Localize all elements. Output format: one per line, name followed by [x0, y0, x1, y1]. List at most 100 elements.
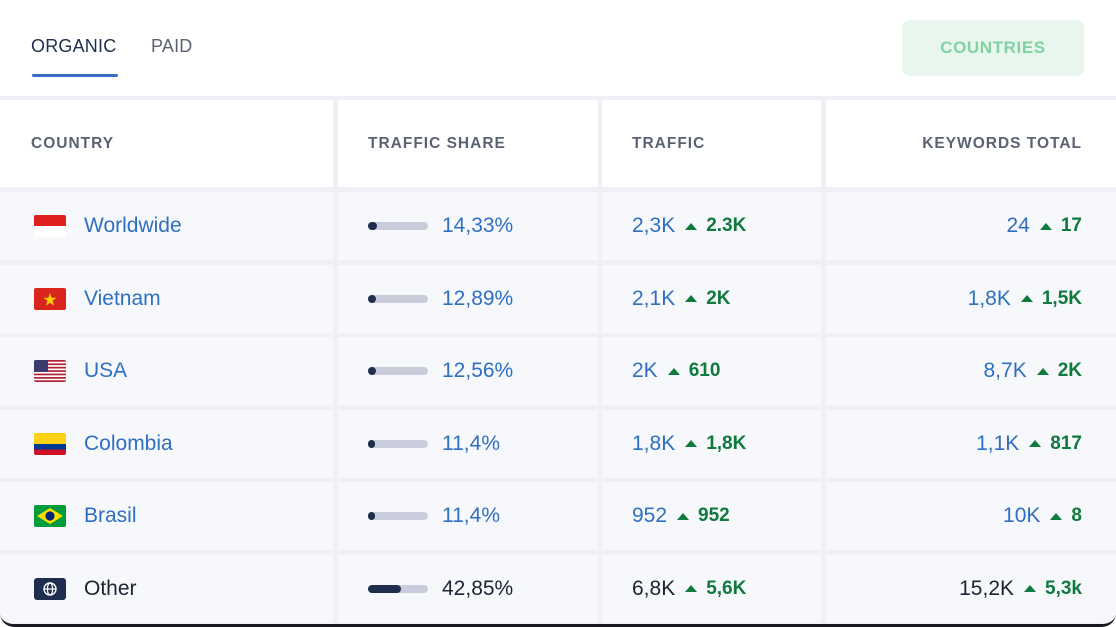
traffic-share-cell: 42,85%	[338, 554, 598, 623]
keywords-delta-value: 8	[1071, 505, 1082, 526]
traffic-delta: 5,6K	[685, 578, 746, 600]
traffic-share-cell: 14,33%	[338, 192, 598, 260]
traffic-share-bar-fill	[368, 512, 375, 520]
keywords-delta: 2K	[1036, 360, 1082, 382]
traffic-cell: 2K 610	[602, 337, 821, 405]
tab-organic[interactable]: ORGANIC	[31, 36, 117, 56]
column-header-country[interactable]: COUNTRY	[0, 100, 333, 187]
colombia-flag	[34, 432, 66, 455]
worldwide-flag	[34, 215, 66, 237]
traffic-share-bar	[368, 584, 428, 593]
keywords-delta-value: 2K	[1057, 360, 1082, 381]
column-header-traffic[interactable]: TRAFFIC	[602, 100, 821, 187]
country-name[interactable]: USA	[84, 359, 128, 382]
traffic-share-value: 12,89%	[442, 286, 514, 310]
globe-icon	[34, 577, 66, 600]
traffic-share-bar-fill	[368, 294, 376, 303]
keywords-value[interactable]: 8,7K	[983, 359, 1027, 382]
traffic-value[interactable]: 2,1K	[632, 286, 676, 310]
traffic-share-value: 12,56%	[442, 359, 514, 382]
country-cell: Other	[0, 554, 333, 623]
keywords-delta: 8	[1050, 505, 1082, 527]
traffic-cell: 952 952	[602, 482, 821, 550]
usa-flag	[34, 360, 66, 382]
traffic-delta: 2.3K	[685, 215, 746, 237]
traffic-share-value: 14,33%	[442, 214, 514, 237]
arrow-up-icon	[667, 367, 680, 375]
traffic-value[interactable]: 952	[632, 504, 668, 527]
brasil-flag	[34, 505, 66, 527]
column-header-label: KEYWORDS TOTAL	[922, 134, 1082, 152]
keywords-value[interactable]: 24	[1006, 214, 1030, 237]
keywords-delta-value: 17	[1060, 215, 1082, 236]
traffic-share-bar-fill	[368, 367, 376, 375]
traffic-delta: 2K	[685, 287, 731, 310]
traffic-share-cell: 12,89%	[338, 264, 598, 333]
traffic-value[interactable]: 1,8K	[632, 431, 676, 455]
traffic-delta-value: 2K	[706, 287, 731, 309]
keywords-cell: 1,8K 1,5K	[826, 264, 1116, 333]
keywords-value[interactable]: 10K	[1003, 504, 1041, 527]
traffic-delta: 952	[677, 505, 730, 527]
traffic-share-bar-fill	[368, 584, 401, 593]
keywords-value: 15,2K	[959, 576, 1015, 600]
traffic-cell: 1,8K 1,8K	[602, 409, 821, 478]
column-header-label: TRAFFIC SHARE	[368, 134, 506, 152]
arrow-up-icon	[1029, 440, 1042, 447]
arrow-up-icon	[685, 440, 698, 447]
card-header: ORGANIC PAID COUNTRIES	[0, 0, 1116, 96]
country-name: Other	[84, 576, 137, 600]
country-name[interactable]: Worldwide	[84, 214, 182, 237]
column-header-label: COUNTRY	[31, 134, 115, 152]
arrow-up-icon	[1039, 222, 1052, 230]
traffic-delta-value: 610	[688, 360, 721, 381]
traffic-cell: 2,3K 2.3K	[602, 192, 821, 260]
column-header-keywords-total[interactable]: KEYWORDS TOTAL	[826, 100, 1116, 187]
traffic-cell: 6,8K 5,6K	[602, 554, 821, 623]
keywords-value[interactable]: 1,1K	[976, 431, 1020, 455]
active-tab-indicator	[32, 74, 118, 77]
country-cell: Colombia	[0, 409, 333, 478]
vietnam-flag	[34, 287, 66, 310]
traffic-share-value: 42,85%	[442, 576, 514, 600]
arrow-up-icon	[1024, 585, 1037, 592]
keywords-delta: 17	[1039, 215, 1082, 237]
countries-button[interactable]: COUNTRIES	[902, 20, 1084, 76]
country-cell: Vietnam	[0, 264, 333, 333]
country-name[interactable]: Brasil	[84, 504, 137, 527]
arrow-up-icon	[685, 585, 698, 592]
traffic-share-bar	[368, 222, 428, 230]
traffic-delta-value: 2.3K	[706, 215, 747, 236]
keywords-cell: 10K 8	[826, 482, 1116, 550]
arrow-up-icon	[1020, 295, 1033, 302]
keywords-delta: 817	[1029, 433, 1082, 455]
traffic-share-bar	[368, 367, 428, 375]
traffic-value[interactable]: 2,3K	[632, 214, 676, 237]
traffic-value[interactable]: 2K	[632, 359, 658, 382]
traffic-delta-value: 952	[698, 505, 730, 526]
arrow-up-icon	[1050, 512, 1063, 520]
country-name[interactable]: Vietnam	[84, 286, 161, 310]
keywords-cell: 1,1K 817	[826, 409, 1116, 478]
country-name[interactable]: Colombia	[84, 431, 173, 455]
traffic-share-bar	[368, 439, 428, 448]
countries-table: COUNTRY TRAFFIC SHARE TRAFFIC KEYWORDS T…	[0, 96, 1116, 624]
keywords-delta: 1,5K	[1020, 288, 1082, 310]
traffic-share-bar-fill	[368, 222, 377, 230]
traffic-share-value: 11,4%	[442, 431, 500, 455]
arrow-up-icon	[685, 222, 698, 230]
tab-paid[interactable]: PAID	[151, 36, 193, 56]
traffic-share-cell: 11,4%	[338, 482, 598, 550]
country-cell: USA	[0, 337, 333, 405]
traffic-delta-value: 5,6K	[706, 577, 747, 599]
column-header-traffic-share[interactable]: TRAFFIC SHARE	[338, 100, 598, 187]
country-cell: Brasil	[0, 482, 333, 550]
keywords-value[interactable]: 1,8K	[967, 286, 1011, 310]
traffic-value: 6,8K	[632, 576, 676, 600]
traffic-cell: 2,1K 2K	[602, 264, 821, 333]
traffic-delta: 1,8K	[685, 433, 746, 455]
keywords-delta-value: 5,3k	[1045, 577, 1082, 599]
traffic-share-cell: 11,4%	[338, 409, 598, 478]
traffic-share-value: 11,4%	[442, 504, 500, 527]
arrow-up-icon	[677, 512, 690, 520]
